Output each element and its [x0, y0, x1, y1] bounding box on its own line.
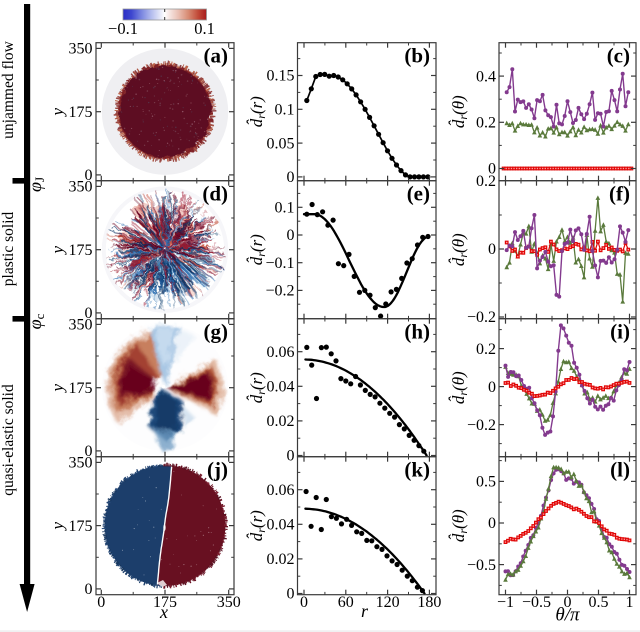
svg-text:0: 0	[287, 169, 295, 186]
svg-text:180: 180	[417, 594, 441, 611]
svg-text:350: 350	[69, 455, 93, 472]
svg-text:0: 0	[488, 241, 496, 258]
svg-text:0: 0	[564, 594, 572, 611]
svg-text:d̂r(θ): d̂r(θ)	[449, 371, 470, 404]
svg-text:x: x	[159, 602, 168, 622]
svg-text:60: 60	[338, 594, 354, 611]
svg-text:0.02: 0.02	[267, 413, 295, 430]
svg-text:−0.2: −0.2	[467, 417, 496, 434]
svg-text:−1: −1	[497, 594, 514, 611]
svg-text:0: 0	[85, 443, 93, 460]
svg-text:0: 0	[488, 161, 496, 178]
svg-text:175: 175	[69, 380, 93, 397]
svg-text:y: y	[48, 245, 67, 255]
svg-text:0.4: 0.4	[476, 68, 496, 85]
svg-text:0: 0	[85, 305, 93, 322]
svg-text:0.1: 0.1	[275, 102, 295, 119]
svg-text:0.04: 0.04	[267, 379, 295, 396]
svg-text:175: 175	[69, 242, 93, 259]
svg-text:(f): (f)	[609, 182, 630, 206]
svg-text:350: 350	[69, 41, 93, 58]
svg-text:0.1: 0.1	[275, 200, 295, 217]
svg-text:quasi-elastic solid: quasi-elastic solid	[0, 384, 17, 496]
svg-text:d̂r(r): d̂r(r)	[247, 510, 268, 541]
svg-text:−0.2: −0.2	[467, 309, 496, 326]
svg-text:0.04: 0.04	[267, 517, 295, 534]
svg-text:(d): (d)	[202, 182, 228, 206]
svg-text:(a): (a)	[204, 44, 229, 68]
svg-text:−0.5: −0.5	[522, 594, 551, 611]
svg-text:120: 120	[376, 594, 400, 611]
svg-text:(b): (b)	[404, 44, 430, 68]
svg-text:0.5: 0.5	[589, 594, 609, 611]
svg-text:0.02: 0.02	[267, 551, 295, 568]
svg-text:(g): (g)	[204, 320, 229, 344]
svg-text:−0.1: −0.1	[265, 255, 294, 272]
svg-text:0.05: 0.05	[267, 135, 295, 152]
svg-text:d̂r(r): d̂r(r)	[247, 234, 268, 265]
svg-text:d̂r(r): d̂r(r)	[247, 372, 268, 403]
svg-text:1: 1	[626, 594, 634, 611]
svg-text:0: 0	[287, 586, 295, 603]
svg-text:d̂r(θ): d̂r(θ)	[449, 509, 470, 542]
svg-text:350: 350	[69, 317, 93, 334]
svg-text:350: 350	[217, 594, 241, 611]
svg-text:d̂r(θ): d̂r(θ)	[449, 95, 470, 128]
svg-text:0.2: 0.2	[476, 115, 496, 132]
svg-text:0.2: 0.2	[476, 341, 496, 358]
svg-text:−0.1: −0.1	[108, 19, 138, 38]
svg-text:θ/π: θ/π	[555, 605, 580, 626]
svg-text:0: 0	[488, 515, 496, 532]
svg-text:0: 0	[488, 379, 496, 396]
svg-text:y: y	[48, 521, 67, 531]
svg-text:y: y	[48, 107, 67, 117]
svg-text:0.5: 0.5	[476, 474, 496, 491]
svg-text:(e): (e)	[407, 182, 430, 206]
svg-text:175: 175	[69, 518, 93, 535]
svg-text:0.06: 0.06	[267, 482, 295, 499]
svg-text:175: 175	[69, 104, 93, 121]
svg-text:0: 0	[85, 167, 93, 184]
svg-text:(l): (l)	[610, 458, 630, 482]
svg-text:0: 0	[287, 227, 295, 244]
svg-text:unjammed flow: unjammed flow	[0, 40, 17, 139]
svg-text:0: 0	[97, 594, 105, 611]
svg-text:0.1: 0.1	[194, 19, 215, 38]
svg-text:plastic solid: plastic solid	[0, 212, 17, 287]
svg-text:0: 0	[287, 448, 295, 465]
svg-text:(k): (k)	[404, 458, 430, 482]
svg-text:0: 0	[300, 594, 308, 611]
svg-text:0.06: 0.06	[267, 344, 295, 361]
svg-text:(i): (i)	[610, 320, 630, 344]
svg-text:d̂r(r): d̂r(r)	[247, 96, 268, 127]
svg-text:0.15: 0.15	[267, 68, 295, 85]
svg-text:y: y	[48, 383, 67, 393]
svg-text:175: 175	[153, 594, 177, 611]
svg-text:0: 0	[85, 581, 93, 598]
svg-text:−0.2: −0.2	[265, 283, 294, 300]
svg-text:−0.5: −0.5	[467, 557, 496, 574]
svg-text:350: 350	[69, 179, 93, 196]
svg-text:(h): (h)	[404, 320, 430, 344]
svg-text:(j): (j)	[207, 458, 228, 482]
svg-text:0.2: 0.2	[476, 173, 496, 190]
svg-text:(c): (c)	[607, 44, 630, 68]
svg-text:d̂r(θ): d̂r(θ)	[449, 233, 470, 266]
svg-text:r: r	[361, 601, 369, 621]
